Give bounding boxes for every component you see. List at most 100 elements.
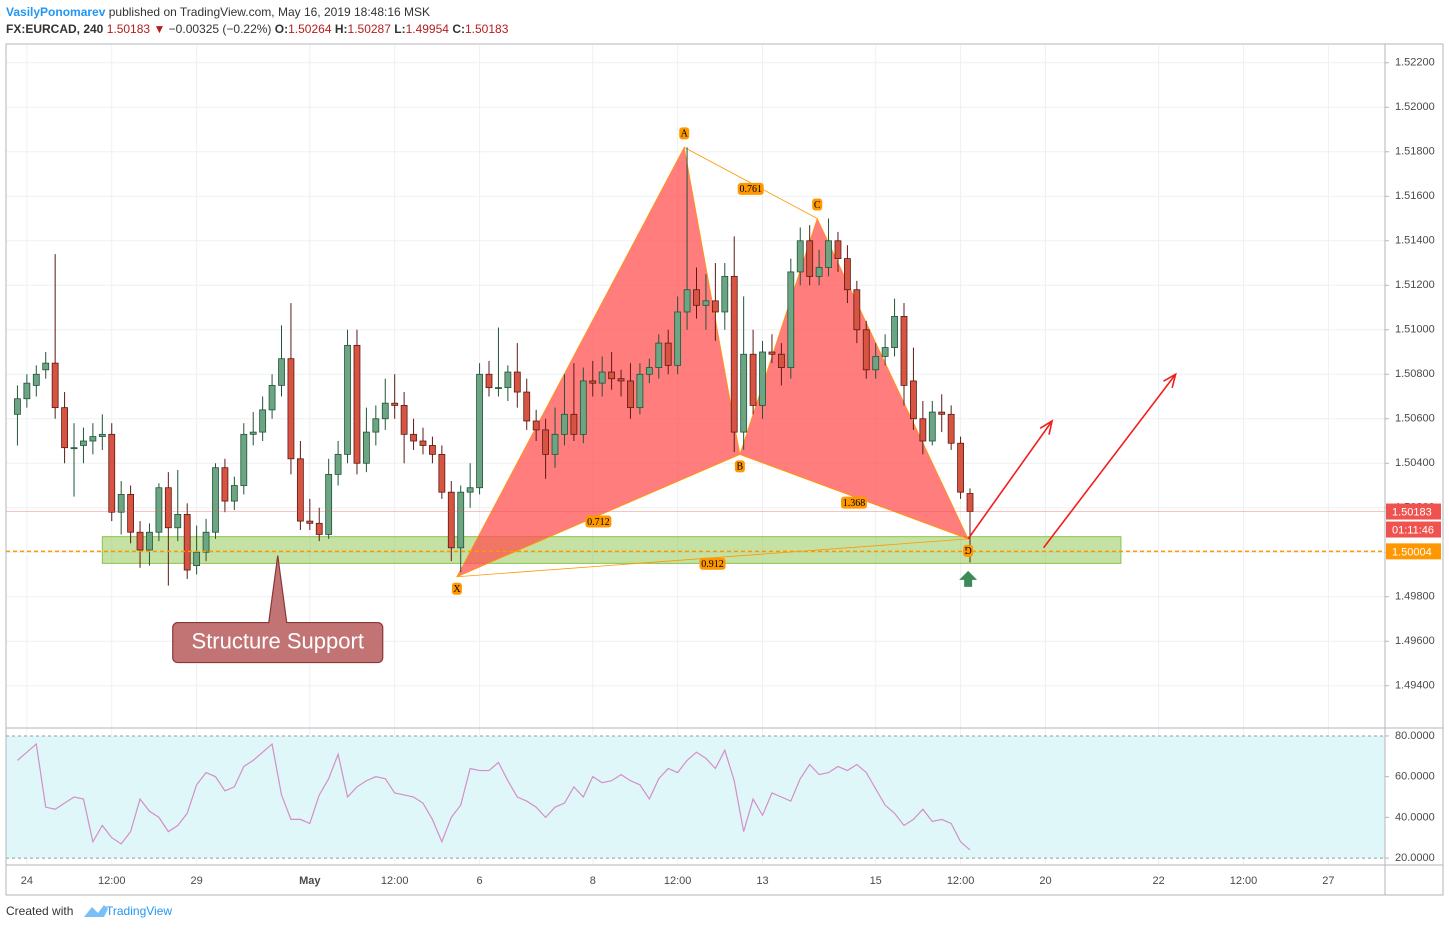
point-label: C bbox=[814, 200, 821, 211]
candle-body bbox=[429, 445, 436, 455]
indicator-tick-label: 60.0000 bbox=[1395, 771, 1435, 783]
arrow bbox=[967, 419, 1054, 540]
candle-body bbox=[174, 514, 182, 529]
candle-body bbox=[636, 373, 644, 409]
candle-body bbox=[749, 353, 757, 406]
ohlc-key: O: bbox=[275, 22, 288, 36]
candle-body bbox=[344, 344, 351, 455]
candle-body bbox=[815, 267, 823, 277]
last: 1.50183 bbox=[107, 22, 151, 36]
x-tick-label: 15 bbox=[870, 875, 882, 887]
candle-body bbox=[928, 411, 936, 442]
candle-body bbox=[561, 413, 568, 435]
candle-body bbox=[825, 240, 832, 268]
y-tick-label: 1.52200 bbox=[1395, 57, 1435, 69]
y-tick-label: 1.51800 bbox=[1395, 146, 1435, 158]
countdown-label: 01:11:46 bbox=[1392, 524, 1434, 536]
header-line-2: FX:EURCAD, 240 1.50183 ▼ −0.00325 (−0.22… bbox=[6, 22, 509, 36]
header-line-1: VasilyPonomarev published on TradingView… bbox=[6, 5, 430, 19]
frame bbox=[5, 43, 1444, 896]
candle-body bbox=[919, 418, 927, 442]
candle-body bbox=[70, 447, 78, 450]
candle-body bbox=[664, 342, 672, 366]
ratio-label: 0.761 bbox=[739, 184, 762, 195]
ohlc-value: 1.50183 bbox=[465, 22, 509, 36]
x-tick-label: 12:00 bbox=[98, 875, 126, 887]
x-tick-label: 27 bbox=[1322, 875, 1334, 887]
candle-body bbox=[485, 373, 493, 389]
plot: 24 12:00 29 May 12:00 6 8 12:00 13 15 12:00 20 22 12:… bbox=[6, 45, 1441, 887]
candle-body bbox=[230, 485, 238, 502]
ratio-line bbox=[456, 538, 969, 578]
candle-body bbox=[334, 453, 342, 475]
candle-body bbox=[353, 344, 361, 464]
candle-body bbox=[108, 433, 116, 513]
indicator-tick-label: 40.0000 bbox=[1395, 811, 1435, 823]
support-label: 1.50004 bbox=[1392, 546, 1432, 558]
y-tick-label: 1.51400 bbox=[1395, 235, 1435, 247]
candle-body bbox=[447, 491, 455, 549]
point-label: A bbox=[681, 129, 689, 140]
ohlc-key: C: bbox=[452, 22, 465, 36]
support-tag bbox=[1386, 543, 1441, 560]
candle-body bbox=[853, 289, 861, 331]
candle-body bbox=[711, 300, 719, 313]
indicator-line bbox=[17, 742, 971, 851]
candle-body bbox=[315, 522, 323, 535]
candle-body bbox=[89, 436, 97, 442]
x-tick-label: 12:00 bbox=[664, 875, 692, 887]
candle-body bbox=[721, 275, 729, 313]
candle-body bbox=[834, 240, 842, 259]
candle-body bbox=[325, 473, 333, 535]
candle-body bbox=[296, 458, 304, 522]
change-arrow: ▼ bbox=[153, 22, 165, 36]
footer-created: Created with bbox=[6, 904, 73, 918]
buy-marker bbox=[959, 570, 978, 587]
candle-body bbox=[627, 380, 634, 409]
candle-body bbox=[51, 362, 59, 409]
candle-body bbox=[259, 409, 267, 433]
candle-body bbox=[844, 258, 851, 291]
candle-body bbox=[457, 491, 465, 549]
ohlc-key: H: bbox=[335, 22, 348, 36]
ratio-badge bbox=[699, 557, 726, 570]
candle-body bbox=[787, 271, 795, 368]
candle-body bbox=[146, 531, 153, 551]
candle-body bbox=[278, 358, 285, 386]
ohlc-key: L: bbox=[394, 22, 405, 36]
ratio-label: 1.368 bbox=[843, 498, 866, 509]
candle-body bbox=[617, 378, 625, 382]
last-price-label: 1.50183 bbox=[1392, 506, 1432, 518]
author[interactable]: VasilyPonomarev bbox=[6, 5, 106, 19]
point-badge bbox=[734, 460, 745, 473]
candle-body bbox=[212, 467, 219, 533]
candle-body bbox=[136, 531, 144, 551]
x-tick-label: 13 bbox=[756, 875, 768, 887]
candle-body bbox=[164, 487, 172, 529]
footer-brand[interactable]: TradingView bbox=[106, 904, 172, 918]
candle-body bbox=[598, 371, 606, 384]
candle-body bbox=[14, 398, 21, 415]
candle-body bbox=[476, 373, 483, 489]
candle-body bbox=[287, 358, 295, 460]
ratio-badge bbox=[585, 515, 612, 528]
candle-body bbox=[155, 487, 163, 533]
candle-body bbox=[117, 494, 125, 513]
point-label: B bbox=[737, 462, 744, 473]
candle-body bbox=[438, 453, 446, 493]
candle-body bbox=[466, 487, 474, 493]
candle-body bbox=[730, 275, 738, 433]
y-tick-label: 1.52000 bbox=[1395, 101, 1435, 113]
indicator-band bbox=[6, 735, 1385, 859]
x-tick-label: 6 bbox=[477, 875, 483, 887]
candle-body bbox=[193, 551, 201, 566]
candle-body bbox=[419, 440, 427, 446]
candle-body bbox=[249, 431, 257, 435]
candle-body bbox=[768, 351, 776, 355]
point-badge bbox=[451, 582, 462, 595]
y-tick-label: 1.49600 bbox=[1395, 635, 1435, 647]
arrow bbox=[1042, 372, 1177, 549]
candle-body bbox=[608, 371, 616, 380]
y-tick-label: 1.51000 bbox=[1395, 324, 1435, 336]
